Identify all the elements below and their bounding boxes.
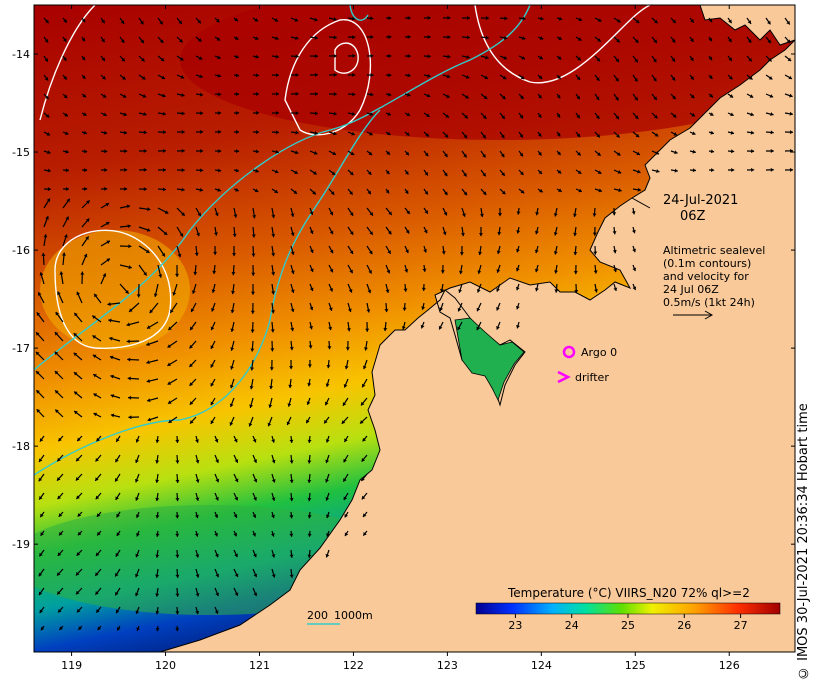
colorbar-ticks: 23 24 25 26 27 (508, 614, 748, 632)
colorbar (475, 602, 781, 615)
drifter-label: drifter (575, 371, 609, 384)
date-label: 24-Jul-2021 (663, 193, 738, 208)
colorbar-tick-label: 24 (565, 619, 579, 632)
y-axis: -14 -15 -16 -17 -18 -19 (12, 48, 795, 551)
time-label: 06Z (680, 209, 706, 224)
y-tick-label: -14 (12, 48, 30, 61)
northern-coast (699, 5, 795, 46)
x-tick-label: 121 (249, 659, 270, 672)
x-tick-label: 126 (719, 659, 740, 672)
legend-line-3: and velocity for (663, 270, 749, 283)
x-tick-label: 122 (343, 659, 364, 672)
legend-line-4: 24 Jul 06Z (663, 283, 719, 296)
x-tick-label: 123 (437, 659, 458, 672)
x-tick-label: 120 (155, 659, 176, 672)
y-tick-label: -17 (12, 342, 30, 355)
colorbar-tick-label: 23 (508, 619, 522, 632)
legend-line-5: 0.5m/s (1kt 24h) (663, 296, 755, 309)
x-tick-label: 119 (61, 659, 82, 672)
bathymetry-contours (34, 5, 531, 476)
legend-line-1: Altimetric sealevel (663, 244, 765, 257)
drifter-marker-icon (557, 370, 571, 384)
argo-label: Argo 0 (581, 346, 617, 359)
y-tick-label: -19 (12, 538, 30, 551)
bathy-label-200: 200 (307, 609, 328, 622)
colorbar-tick-label: 25 (621, 619, 635, 632)
velocity-scale-arrow (673, 310, 714, 320)
y-tick-label: -16 (12, 244, 30, 257)
argo-marker-icon (562, 345, 576, 359)
x-tick-label: 124 (531, 659, 552, 672)
credit-text: © IMOS 30-Jul-2021 20:36:34 Hobart time (796, 403, 811, 680)
sealevel-contours (39, 5, 651, 349)
colorbar-title: Temperature (°C) VIIRS_N20 72% ql>=2 (507, 586, 750, 600)
map-frame (33, 4, 796, 653)
legend-line-2: (0.1m contours) (663, 257, 751, 270)
y-tick-label: -18 (12, 440, 30, 453)
warm-eddy (40, 230, 190, 350)
x-tick-label: 125 (625, 659, 646, 672)
y-tick-label: -15 (12, 146, 30, 159)
colorbar-tick-label: 26 (677, 619, 691, 632)
bathy-label-1000: 1000m (334, 609, 373, 622)
inlet (454, 317, 525, 402)
velocity-arrows (35, 15, 794, 632)
colorbar-tick-label: 27 (734, 619, 748, 632)
x-axis: 119 120 121 122 123 124 125 126 (61, 5, 740, 672)
